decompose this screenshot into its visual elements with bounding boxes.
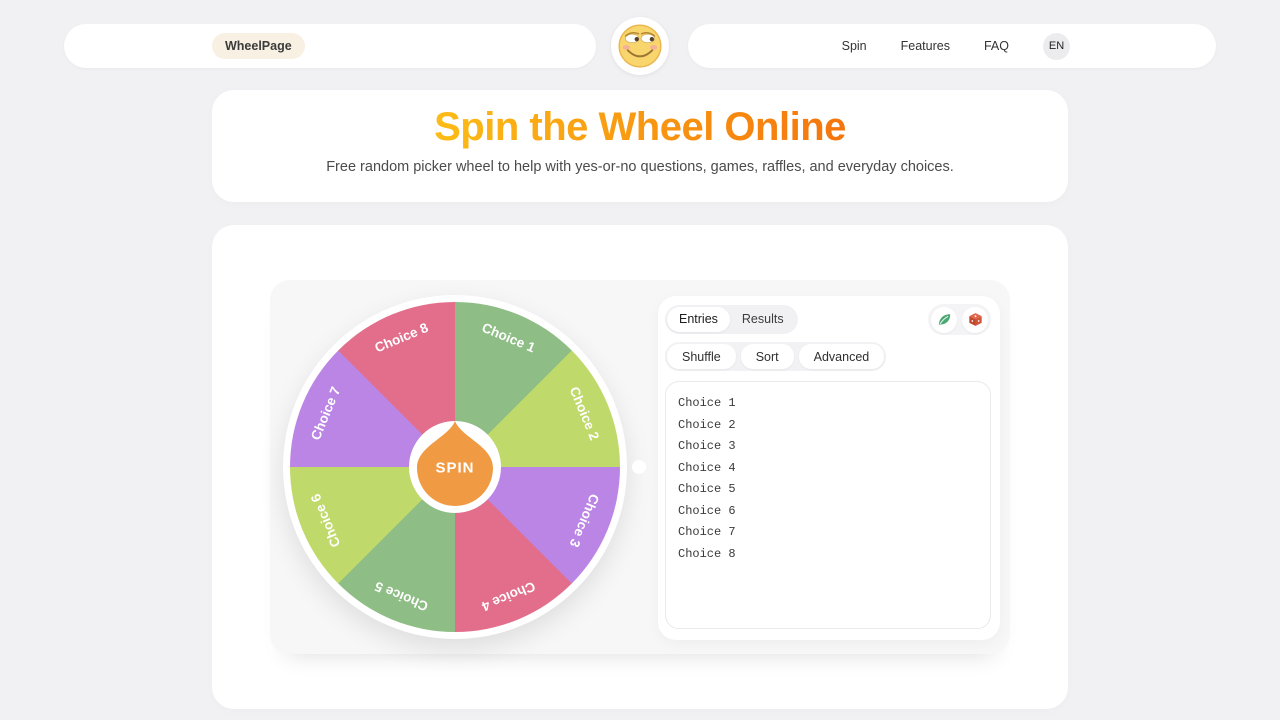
spin-pointer-icon: [417, 421, 493, 506]
nav-item-features[interactable]: Features: [900, 39, 950, 53]
brand-label: WheelPage: [225, 39, 292, 53]
entry-line: Choice 8: [678, 546, 736, 561]
shuffle-button[interactable]: Shuffle: [667, 344, 736, 369]
panel-icon-group: [928, 304, 991, 335]
wheel-stage: Choice 1 Choice 2 Choice 3 Choice 4 Choi…: [270, 280, 1010, 654]
entry-line: Choice 3: [678, 439, 736, 453]
page-title: Spin the Wheel Online: [434, 105, 846, 149]
main-card: Choice 1 Choice 2 Choice 3 Choice 4 Choi…: [212, 225, 1068, 709]
sort-button[interactable]: Sort: [740, 344, 794, 369]
nav-item-spin[interactable]: Spin: [841, 39, 867, 53]
divider-dot: [632, 460, 646, 474]
panel-tabs: Entries Results: [665, 305, 798, 334]
dice-icon: [968, 313, 982, 326]
entries-panel: Entries Results: [658, 296, 1000, 640]
entry-line: Choice 7: [678, 525, 736, 539]
entry-line: Choice 2: [678, 417, 736, 432]
language-button[interactable]: EN: [1043, 32, 1070, 60]
smiley-logo-icon: [618, 24, 662, 68]
spin-button[interactable]: SPIN: [435, 459, 475, 477]
entry-line: Choice 1: [678, 396, 736, 410]
nav-item-faq[interactable]: FAQ: [983, 39, 1009, 53]
entry-line: Choice 4: [678, 460, 736, 475]
leaf-icon: [938, 314, 950, 325]
wheel[interactable]: Choice 1 Choice 2 Choice 3 Choice 4 Choi…: [283, 295, 627, 639]
entries-textarea[interactable]: Choice 1 Choice 2 Choice 3 Choice 4 Choi…: [665, 381, 991, 629]
panel-actions: Shuffle Sort Advanced: [665, 342, 887, 371]
page-subtitle: Free random picker wheel to help with ye…: [326, 159, 954, 175]
brand-chip[interactable]: WheelPage: [212, 33, 305, 59]
logo-badge[interactable]: [611, 17, 669, 75]
header-nav-bar: Spin Features FAQ EN: [688, 24, 1216, 68]
tab-results[interactable]: Results: [741, 312, 784, 326]
advanced-button[interactable]: Advanced: [798, 344, 885, 369]
entry-line: Choice 6: [678, 503, 736, 518]
entry-line: Choice 5: [678, 482, 736, 496]
hero-card: Spin the Wheel Online Free random picker…: [212, 90, 1068, 202]
header-left-bar: WheelPage: [64, 24, 596, 68]
theme-leaf-button[interactable]: [931, 306, 957, 333]
randomize-dice-button[interactable]: [962, 306, 988, 333]
tab-entries[interactable]: Entries: [667, 307, 730, 332]
